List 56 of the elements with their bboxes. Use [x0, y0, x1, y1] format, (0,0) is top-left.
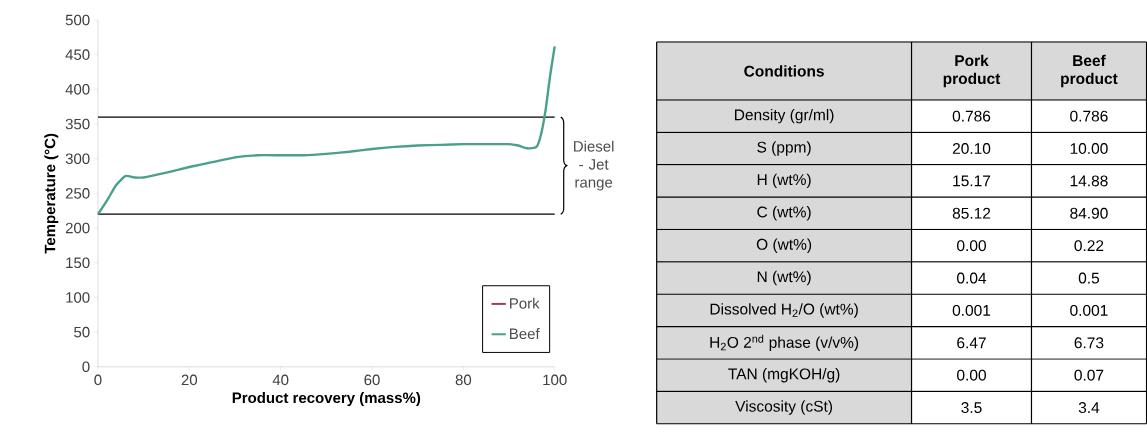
- data-label: 0.786: [1070, 110, 1108, 122]
- category-label: TAN (mgKOH/g): [728, 368, 840, 383]
- x-tick-label: 40: [272, 374, 289, 386]
- line-series: [96, 45, 556, 216]
- y-tick-label: 200: [65, 222, 90, 234]
- legend-label: Pork: [510, 297, 540, 309]
- x-tick-label: 0: [94, 374, 102, 386]
- data-label: 3.4: [1078, 402, 1100, 414]
- category-label: S (ppm): [757, 141, 811, 156]
- y-tick-label: 450: [65, 49, 90, 61]
- category-label: O (wt%): [756, 238, 812, 253]
- legend-label: Beef: [510, 328, 540, 340]
- x-axis-title: Product recovery (mass%): [232, 392, 421, 407]
- data-label: 14.88: [1070, 175, 1108, 187]
- category-label: Density (gr/ml): [735, 109, 834, 124]
- data-label: 0.07: [1074, 369, 1104, 381]
- data-label: 0.04: [957, 272, 987, 284]
- y-tick-label: 150: [66, 257, 90, 269]
- data-label: 0.786: [952, 110, 991, 122]
- data-label: 6.47: [957, 337, 986, 349]
- data-label: 6.73: [1074, 337, 1104, 349]
- y-tick-label: 100: [66, 292, 90, 303]
- data-label: 0.22: [1074, 240, 1104, 252]
- y-tick-label: 50: [74, 326, 90, 338]
- data-label: 0.00: [957, 369, 986, 381]
- text: Pork product: [943, 54, 1001, 88]
- data-label: 85.12: [952, 207, 991, 219]
- category-label: Viscosity (cSt): [735, 400, 833, 415]
- data-label: 10.00: [1070, 143, 1108, 155]
- data-label: 0.001: [1070, 305, 1108, 317]
- data-label: 0.00: [957, 240, 986, 252]
- category-label: Dissolved H$_{2}$/O (wt%): [710, 303, 858, 318]
- y-tick-label: 250: [65, 188, 90, 199]
- data-label: 0.001: [952, 305, 991, 317]
- category-label: H (wt%): [757, 173, 811, 189]
- data-label: 20.10: [952, 143, 991, 155]
- x-tick-label: 20: [181, 374, 198, 386]
- x-tick-label: 60: [364, 374, 380, 386]
- data-label: 3.5: [961, 402, 982, 414]
- y-tick-label: 0: [82, 361, 90, 373]
- text: Conditions: [744, 65, 824, 77]
- category-label: H$_{2}$O 2$^{nd}$ phase (v/v%): [710, 334, 859, 352]
- text: Beef product: [1061, 54, 1118, 88]
- text: Diesel - Jet range: [574, 140, 614, 191]
- data-label: 15.17: [953, 175, 991, 187]
- x-tick-label: 100: [543, 374, 567, 386]
- data-label: 0.5: [1078, 272, 1100, 284]
- y-tick-label: 400: [65, 84, 90, 95]
- y-tick-label: 300: [65, 153, 90, 165]
- y-tick-label: 500: [65, 14, 90, 26]
- category-label: N (wt%): [757, 270, 811, 286]
- y-tick-label: 350: [65, 118, 90, 130]
- y-axis-title: Temperature (°C): [44, 133, 59, 254]
- category-label: C (wt%): [757, 206, 811, 221]
- data-label: 84.90: [1070, 207, 1108, 219]
- x-tick-label: 80: [455, 374, 472, 386]
